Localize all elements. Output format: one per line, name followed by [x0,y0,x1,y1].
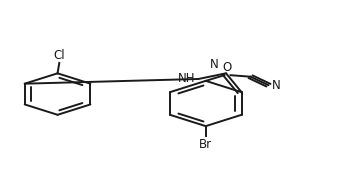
Text: Cl: Cl [54,49,65,62]
Text: Br: Br [199,138,212,151]
Text: N: N [210,58,218,71]
Text: N: N [272,79,281,93]
Text: NH: NH [178,71,196,85]
Text: O: O [222,61,232,74]
